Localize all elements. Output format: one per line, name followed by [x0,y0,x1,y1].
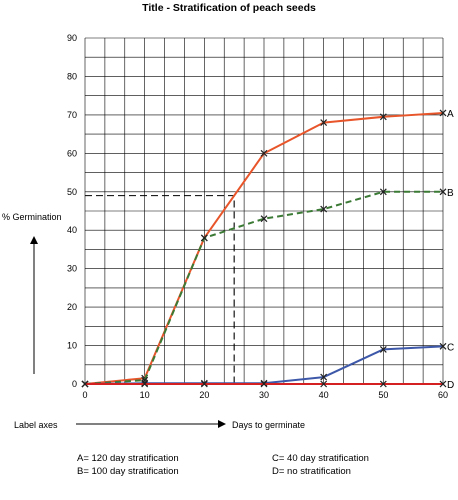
data-point-d [141,380,149,388]
data-point-c [439,342,447,350]
y-tick-label: 60 [67,148,77,158]
y-tick-label: 0 [72,379,77,389]
y-tick-label: 50 [67,187,77,197]
data-point-d [200,380,208,388]
x-tick-label: 10 [140,390,150,400]
annotation-guides [85,195,235,384]
grid [84,37,444,385]
x-axis-label: Days to germinate [232,420,305,430]
x-tick-label: 40 [319,390,329,400]
series-label-c: C [447,342,454,353]
data-point-a [379,113,387,121]
legend: A= 120 day stratification B= 100 day str… [77,453,369,477]
data-point-b [439,188,447,196]
legend-entry-d: D= no stratification [272,466,351,477]
y-tick-label: 70 [67,110,77,120]
series-label-d: D [447,380,454,391]
series-label-a: A [447,109,454,120]
data-point-b [260,215,268,223]
x-tick-label: 30 [259,390,269,400]
data-point-d [439,380,447,388]
legend-entry-b: B= 100 day stratification [77,466,179,477]
data-point-c [320,373,328,381]
x-tick-label: 50 [378,390,388,400]
chart-title: Title - Stratification of peach seeds [142,2,316,14]
x-tick-label: 0 [82,390,87,400]
data-point-c [379,345,387,353]
x-tick-label: 60 [438,390,448,400]
series-group: A B C D [81,109,454,391]
data-point-d [260,380,268,388]
data-point-b [200,234,208,242]
x-tick-label: 20 [199,390,209,400]
y-tick-label: 90 [67,33,77,43]
data-point-a [439,109,447,117]
legend-entry-a: A= 120 day stratification [77,453,179,464]
data-point-b [320,205,328,213]
axes-note: Label axes [14,420,58,430]
y-tick-label: 40 [67,225,77,235]
data-point-a [260,149,268,157]
data-point-d [81,380,89,388]
y-tick-label: 80 [67,71,77,81]
tick-labels: 0 10 20 30 40 50 60 70 80 90 0 10 20 30 40 50 60 [67,33,448,400]
y-tick-label: 30 [67,264,77,274]
y-tick-label: 20 [67,302,77,312]
y-axis-label: % Germination [2,212,62,222]
legend-entry-c: C= 40 day stratification [272,453,369,464]
y-tick-label: 10 [67,341,77,351]
annotation-guide-line [85,195,235,384]
data-point-d [320,380,328,388]
series-label-b: B [447,188,454,199]
data-point-b [379,188,387,196]
data-point-d [379,380,387,388]
data-point-a [320,119,328,127]
